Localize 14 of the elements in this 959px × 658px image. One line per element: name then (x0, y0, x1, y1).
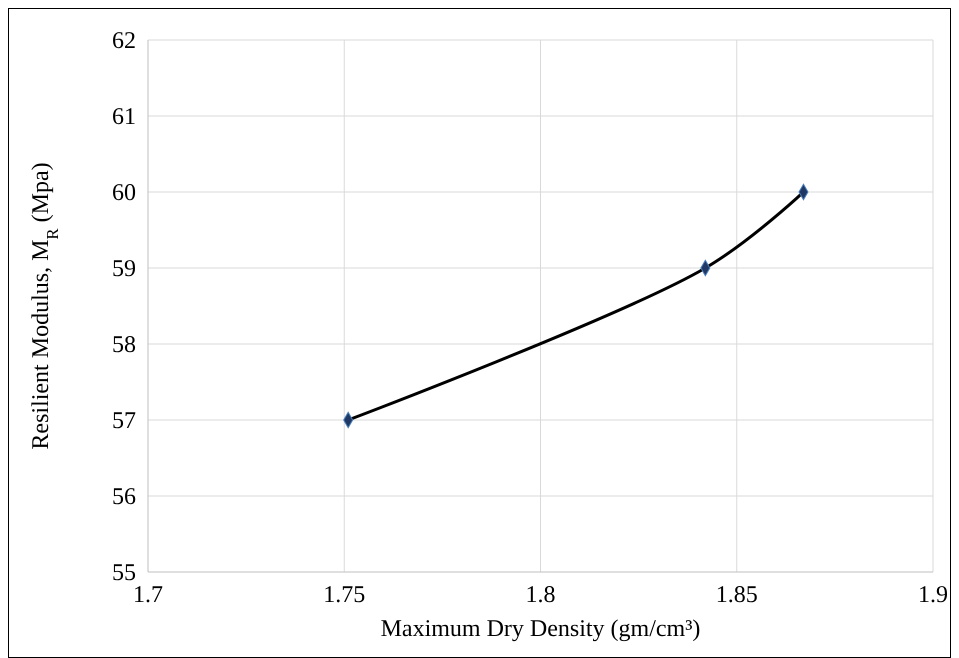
x-axis-title: Maximum Dry Density (gm/cm³) (380, 616, 700, 642)
y-tick-label: 55 (112, 560, 136, 586)
y-tick-label: 61 (112, 104, 136, 130)
x-tick-label: 1.75 (323, 582, 366, 608)
x-tick-label: 1.7 (133, 582, 163, 608)
y-tick-label: 60 (112, 180, 136, 206)
x-tick-label: 1.85 (716, 582, 758, 608)
x-tick-label: 1.8 (526, 582, 556, 608)
y-tick-label: 59 (112, 256, 136, 282)
y-tick-label: 62 (112, 28, 136, 54)
x-tick-label: 1.9 (918, 582, 948, 608)
y-tick-label: 57 (112, 408, 136, 434)
y-tick-label: 56 (112, 484, 136, 510)
y-tick-label: 58 (112, 332, 136, 358)
